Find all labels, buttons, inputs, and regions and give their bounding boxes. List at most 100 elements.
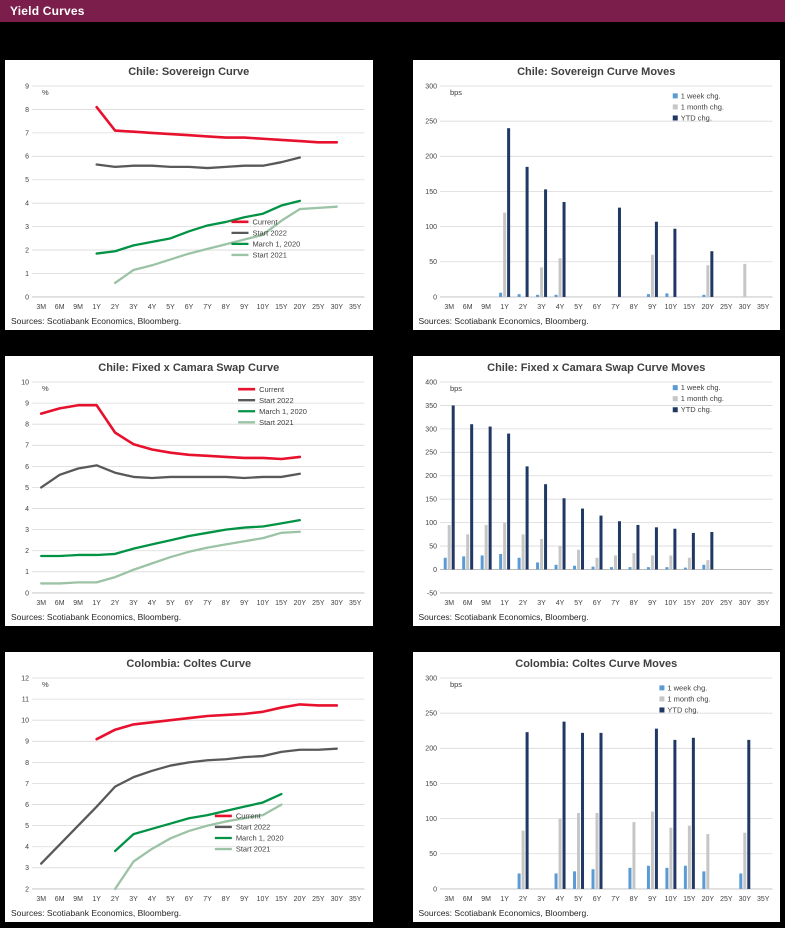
svg-text:20Y: 20Y	[294, 304, 307, 311]
svg-text:35Y: 35Y	[349, 304, 362, 311]
svg-text:bps: bps	[449, 88, 461, 97]
svg-text:300: 300	[425, 426, 437, 433]
svg-text:7Y: 7Y	[203, 600, 212, 607]
chart-title: Colombia: Coltes Curve	[126, 658, 252, 670]
svg-text:250: 250	[425, 711, 437, 718]
svg-text:15Y: 15Y	[683, 600, 696, 607]
svg-text:YTD chg.: YTD chg.	[680, 405, 711, 414]
svg-text:7Y: 7Y	[611, 896, 620, 903]
sources-note: Sources: Scotiabank Economics, Bloomberg…	[11, 612, 182, 622]
svg-text:3M: 3M	[36, 600, 46, 607]
svg-text:35Y: 35Y	[349, 600, 362, 607]
svg-text:3Y: 3Y	[129, 600, 138, 607]
svg-text:6M: 6M	[55, 600, 65, 607]
svg-text:7: 7	[25, 781, 29, 788]
svg-text:20Y: 20Y	[294, 896, 307, 903]
svg-text:4Y: 4Y	[555, 600, 564, 607]
svg-text:4Y: 4Y	[555, 304, 564, 311]
svg-text:200: 200	[425, 746, 437, 753]
svg-text:5Y: 5Y	[574, 896, 583, 903]
svg-text:March 1, 2020: March 1, 2020	[259, 407, 307, 416]
svg-text:Start 2022: Start 2022	[259, 396, 294, 405]
svg-text:8Y: 8Y	[629, 304, 638, 311]
svg-text:9Y: 9Y	[648, 600, 657, 607]
svg-text:5: 5	[25, 177, 29, 184]
svg-text:6: 6	[25, 802, 29, 809]
svg-text:%: %	[42, 88, 49, 97]
svg-text:8Y: 8Y	[629, 600, 638, 607]
chart-title: Chile: Fixed x Camara Swap Curve	[98, 362, 280, 374]
panel-chile-sovereign-curve-moves: Chile: Sovereign Curve Moves 0 50 100 150 20…	[412, 60, 780, 330]
chile-sovereign-curve-moves-chart: 0 50 100 150 200 250 300 3M 6M 9M 1Y 2Y 3Y 4Y 5Y 6Y 7Y 8Y…	[425, 83, 773, 311]
charts-grid: Chile: Sovereign Curve 0 1 2 3 4 5 6 7 8 9 3M 6M 9M 1…	[0, 22, 785, 928]
panel-chile-swap-curve: Chile: Fixed x Camara Swap Curve 0 1 2 3 4 5 6…	[5, 356, 373, 626]
svg-text:8: 8	[25, 422, 29, 429]
svg-text:50: 50	[429, 543, 437, 550]
panel-colombia-coltes-curve-moves: Colombia: Coltes Curve Moves 0 50 100 150 20…	[412, 652, 780, 922]
svg-text:8: 8	[25, 107, 29, 114]
svg-text:3M: 3M	[444, 304, 454, 311]
svg-text:7Y: 7Y	[611, 304, 620, 311]
chile-swap-curve-chart: 0 1 2 3 4 5 6 7 8 9 10 3M 6M 9M 1Y 2Y 3Y 4Y 5Y 6Y 7Y 8Y 9Y 10Y 1…	[21, 379, 365, 607]
svg-text:7Y: 7Y	[611, 600, 620, 607]
svg-text:2: 2	[25, 886, 29, 893]
svg-text:15Y: 15Y	[275, 600, 288, 607]
svg-text:35Y: 35Y	[757, 304, 770, 311]
svg-text:6: 6	[25, 464, 29, 471]
svg-text:2Y: 2Y	[111, 896, 120, 903]
svg-text:6Y: 6Y	[185, 600, 194, 607]
svg-text:150: 150	[425, 497, 437, 504]
svg-text:Start 2021: Start 2021	[259, 418, 294, 427]
svg-text:%: %	[42, 384, 49, 393]
svg-text:bps: bps	[449, 384, 461, 393]
chile-sovereign-curve-chart: 0 1 2 3 4 5 6 7 8 9 3M 6M 9M 1Y 2Y 3Y 4Y 5Y 6Y 7Y 8Y 9Y 10Y 15Y…	[25, 83, 365, 311]
svg-text:4Y: 4Y	[555, 896, 564, 903]
svg-text:1Y: 1Y	[92, 896, 101, 903]
svg-text:6M: 6M	[462, 600, 472, 607]
svg-text:8Y: 8Y	[222, 600, 231, 607]
svg-text:25Y: 25Y	[720, 600, 733, 607]
svg-text:1 week chg.: 1 week chg.	[667, 683, 707, 692]
svg-text:150: 150	[425, 189, 437, 196]
svg-text:9Y: 9Y	[648, 304, 657, 311]
svg-text:15Y: 15Y	[683, 304, 696, 311]
svg-text:8Y: 8Y	[222, 896, 231, 903]
svg-text:6M: 6M	[462, 896, 472, 903]
svg-text:5Y: 5Y	[166, 600, 175, 607]
page-title: Yield Curves	[10, 4, 85, 18]
svg-text:20Y: 20Y	[701, 896, 714, 903]
svg-text:25Y: 25Y	[312, 600, 325, 607]
svg-text:20Y: 20Y	[701, 304, 714, 311]
svg-text:0: 0	[25, 294, 29, 301]
panel-chile-sovereign-curve: Chile: Sovereign Curve 0 1 2 3 4 5 6 7 8 9 3M 6M 9M 1…	[5, 60, 373, 330]
svg-text:30Y: 30Y	[738, 896, 751, 903]
svg-text:6: 6	[25, 154, 29, 161]
svg-text:15Y: 15Y	[275, 304, 288, 311]
svg-text:25Y: 25Y	[312, 304, 325, 311]
svg-text:9Y: 9Y	[648, 896, 657, 903]
svg-text:4Y: 4Y	[148, 896, 157, 903]
svg-text:6M: 6M	[55, 304, 65, 311]
svg-text:0: 0	[25, 590, 29, 597]
svg-text:150: 150	[425, 781, 437, 788]
svg-text:6Y: 6Y	[592, 600, 601, 607]
svg-text:0: 0	[433, 567, 437, 574]
svg-text:8Y: 8Y	[222, 304, 231, 311]
svg-text:30Y: 30Y	[738, 304, 751, 311]
svg-text:100: 100	[425, 224, 437, 231]
svg-text:3Y: 3Y	[537, 304, 546, 311]
chart-title: Colombia: Coltes Curve Moves	[515, 658, 678, 670]
sources-note: Sources: Scotiabank Economics, Bloomberg…	[418, 612, 589, 622]
svg-text:0: 0	[433, 294, 437, 301]
svg-text:4: 4	[25, 506, 29, 513]
svg-text:25Y: 25Y	[720, 304, 733, 311]
svg-text:2Y: 2Y	[518, 304, 527, 311]
panel-chile-swap-curve-moves: Chile: Fixed x Camara Swap Curve Moves -…	[412, 356, 780, 626]
svg-text:3: 3	[25, 224, 29, 231]
svg-text:30Y: 30Y	[331, 304, 344, 311]
svg-text:Start 2022: Start 2022	[252, 228, 287, 237]
svg-text:2: 2	[25, 247, 29, 254]
svg-text:1 month chg.: 1 month chg.	[680, 394, 723, 403]
svg-text:9M: 9M	[73, 304, 83, 311]
svg-text:5Y: 5Y	[574, 600, 583, 607]
